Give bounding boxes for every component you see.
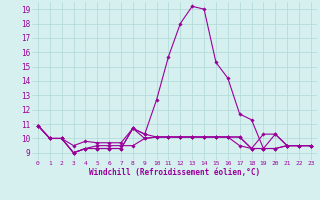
X-axis label: Windchill (Refroidissement éolien,°C): Windchill (Refroidissement éolien,°C) (89, 168, 260, 177)
